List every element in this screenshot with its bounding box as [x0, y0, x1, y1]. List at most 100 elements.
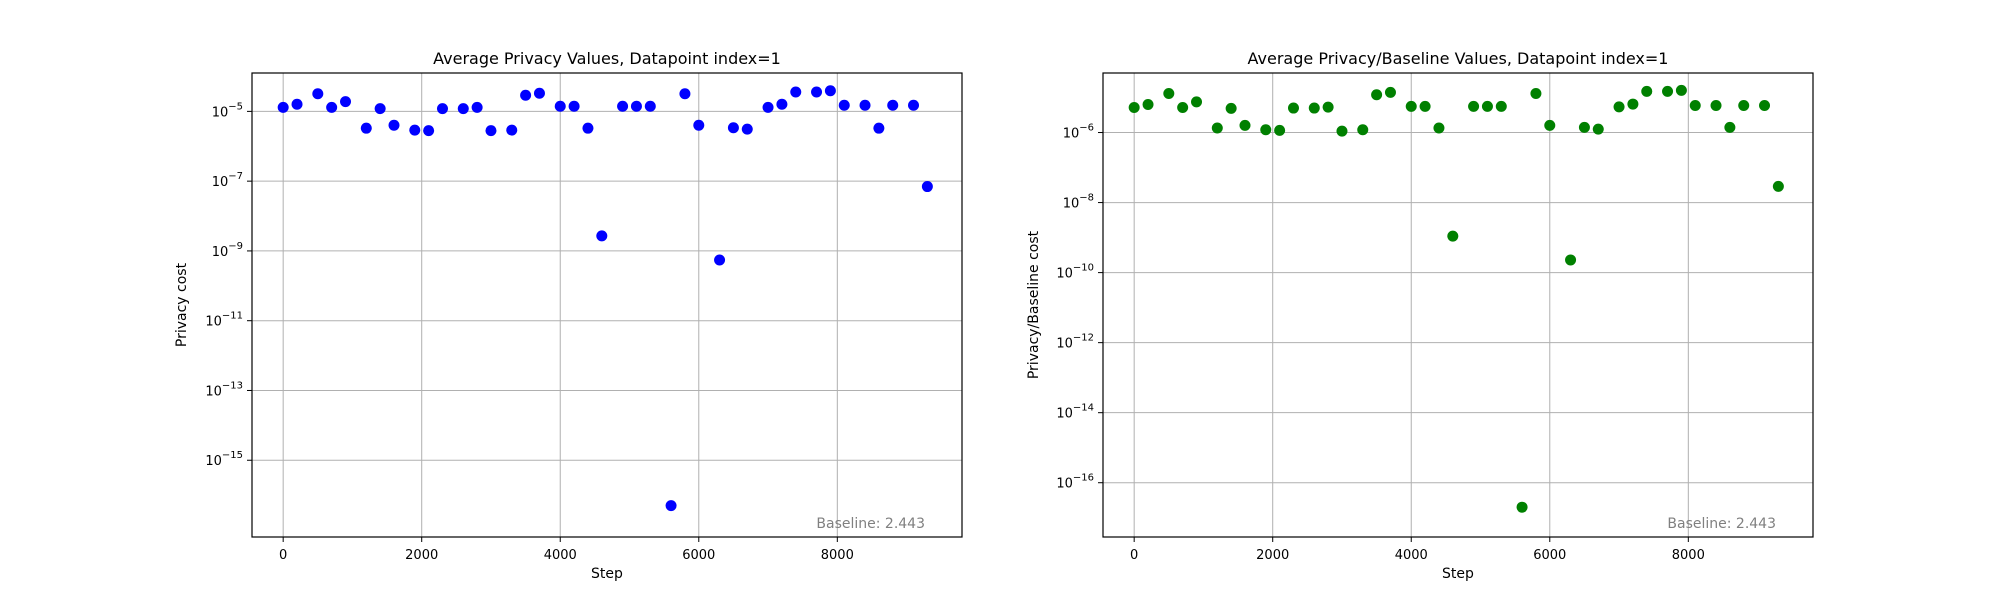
data-point [1675, 84, 1687, 96]
data-point [921, 181, 933, 193]
data-point [859, 99, 871, 111]
data-point [1689, 100, 1701, 112]
data-point [1308, 102, 1320, 114]
data-point [1772, 180, 1784, 192]
data-point [340, 96, 352, 108]
x-tick-label: 2000 [1256, 548, 1289, 563]
data-point [1225, 102, 1237, 114]
data-point [596, 230, 608, 242]
data-point [790, 86, 802, 98]
x-tick-label: 0 [279, 548, 287, 563]
data-point [1336, 125, 1348, 137]
data-point [1177, 101, 1189, 113]
data-point [873, 122, 885, 134]
data-point [1384, 86, 1396, 98]
data-point [1128, 101, 1140, 113]
data-point [762, 101, 774, 113]
data-point [520, 89, 532, 101]
data-point [630, 100, 642, 112]
y-tick-label: 10−14 [1056, 403, 1094, 422]
data-point [423, 125, 435, 137]
data-point [554, 100, 566, 112]
data-point [1447, 230, 1459, 242]
data-point [388, 119, 400, 131]
data-point [1662, 85, 1674, 97]
x-tick-label: 4000 [1395, 548, 1428, 563]
data-point [727, 122, 739, 134]
data-point [277, 101, 289, 113]
y-tick-label: 10−16 [1056, 473, 1094, 492]
data-point [811, 86, 823, 98]
data-point [1239, 119, 1251, 131]
data-point [1468, 100, 1480, 112]
data-point [887, 99, 899, 111]
data-point [291, 98, 303, 110]
data-point [824, 85, 836, 97]
data-point [714, 254, 726, 266]
data-point [1710, 100, 1722, 112]
data-point [533, 87, 545, 99]
data-point [1641, 85, 1653, 97]
data-point [679, 88, 691, 100]
x-tick-label: 6000 [1533, 548, 1566, 563]
data-point [1516, 501, 1528, 513]
data-point [374, 103, 386, 115]
y-tick-label: 10−9 [212, 241, 243, 260]
data-point [582, 122, 594, 134]
data-point [506, 124, 518, 136]
data-point [1405, 100, 1417, 112]
x-tick-label: 0 [1130, 548, 1138, 563]
data-point [1322, 101, 1334, 113]
data-point [741, 123, 753, 135]
y-tick-label: 10−11 [205, 311, 243, 330]
y-tick-label: 10−12 [1056, 333, 1094, 352]
data-point [1759, 100, 1771, 112]
data-point [1530, 88, 1542, 100]
data-point [1274, 124, 1286, 136]
data-point [326, 101, 338, 113]
data-point [1613, 101, 1625, 113]
plot-frame [1102, 72, 1814, 538]
data-point [1627, 98, 1639, 110]
data-point [1211, 122, 1223, 134]
x-tick-label: 8000 [1672, 548, 1705, 563]
y-tick-label: 10−10 [1056, 263, 1094, 282]
y-tick-label: 10−6 [1063, 123, 1094, 142]
baseline-annotation: Baseline: 2.443 [816, 516, 925, 532]
data-point [1495, 100, 1507, 112]
data-point [644, 100, 656, 112]
y-tick-label: 10−13 [205, 380, 243, 399]
data-point [485, 125, 497, 137]
data-point [1565, 254, 1577, 266]
plot-frame [251, 72, 963, 538]
data-point [1724, 121, 1736, 133]
data-point [1578, 121, 1590, 133]
data-point [1592, 123, 1604, 135]
y-tick-label: 10−7 [212, 171, 243, 190]
data-point [471, 101, 483, 113]
data-point [1419, 100, 1431, 112]
y-axis-label: Privacy/Baseline cost [1026, 230, 1042, 379]
data-point [360, 122, 372, 134]
x-axis-label: Step [591, 566, 623, 582]
data-point [908, 99, 920, 111]
data-point [1287, 102, 1299, 114]
data-point [693, 119, 705, 131]
data-point [1142, 99, 1154, 111]
x-tick-label: 2000 [405, 548, 438, 563]
baseline-annotation: Baseline: 2.443 [1667, 516, 1776, 532]
data-point [1481, 100, 1493, 112]
data-point [1371, 89, 1383, 101]
y-tick-label: 10−8 [1063, 193, 1094, 212]
data-point [1260, 124, 1272, 136]
data-point [1357, 124, 1369, 136]
data-point [409, 124, 421, 136]
right-chart-panel: 0 2000 4000 6000 8000 10−16 10−14 10−12 10−10 10−… [1026, 49, 1814, 582]
data-point [665, 500, 677, 512]
data-point [838, 99, 850, 111]
data-point [568, 100, 580, 112]
data-point [1544, 119, 1556, 131]
chart-title: Average Privacy Values, Datapoint index=… [433, 49, 781, 68]
y-axis-label: Privacy cost [174, 262, 190, 347]
x-axis-label: Step [1442, 566, 1474, 582]
